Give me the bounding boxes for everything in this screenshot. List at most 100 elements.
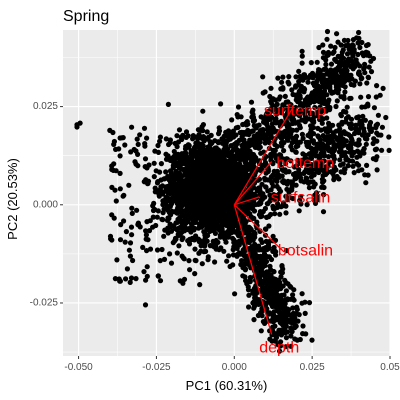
data-point (209, 207, 215, 213)
data-point (168, 171, 174, 177)
data-point (228, 150, 234, 156)
data-point (253, 125, 259, 131)
data-point (216, 125, 222, 131)
data-point (240, 121, 246, 128)
data-point (361, 150, 367, 156)
data-point (263, 226, 269, 232)
x-tick-label: -0.050 (64, 362, 93, 373)
data-point (109, 166, 115, 173)
data-point (282, 297, 288, 303)
data-point (133, 276, 139, 282)
data-point (286, 74, 292, 80)
data-point (323, 61, 329, 68)
data-point (332, 44, 338, 51)
data-point (143, 228, 149, 234)
data-point (322, 83, 328, 89)
data-point (233, 142, 239, 148)
data-point (370, 55, 377, 62)
data-point (188, 170, 194, 177)
data-point (273, 334, 280, 341)
data-point (195, 225, 202, 231)
data-point (232, 153, 238, 159)
data-point (309, 337, 315, 343)
data-point (293, 74, 299, 80)
data-point (367, 127, 373, 133)
data-point (250, 290, 256, 296)
data-point (163, 136, 169, 142)
data-point (271, 192, 277, 198)
loading-label-depth: depth (259, 339, 299, 356)
data-point (374, 83, 380, 89)
data-point (280, 200, 286, 206)
data-point (317, 91, 323, 98)
data-point (335, 90, 341, 96)
data-point (135, 163, 141, 169)
data-point (257, 192, 263, 198)
data-point (291, 164, 298, 170)
data-point (189, 207, 195, 213)
data-point (302, 310, 308, 316)
data-point (316, 155, 323, 161)
data-point (262, 140, 268, 146)
data-point (245, 127, 251, 133)
data-point (107, 127, 113, 133)
data-point (322, 145, 328, 151)
data-point (128, 224, 135, 230)
data-point (362, 61, 368, 67)
data-point (177, 156, 184, 162)
y-tick-label: 0.025 (33, 101, 58, 112)
data-point (290, 292, 296, 298)
data-point (176, 243, 182, 249)
data-point (249, 128, 255, 134)
data-point (279, 135, 285, 141)
data-point (251, 153, 257, 159)
data-point (343, 109, 349, 115)
data-point (169, 208, 175, 214)
data-point (213, 191, 220, 197)
data-point (163, 169, 169, 175)
data-point (181, 276, 188, 282)
data-point (288, 179, 294, 185)
chart-title: Spring (63, 8, 109, 25)
data-point (234, 148, 240, 154)
data-point (309, 163, 315, 169)
data-point (264, 121, 270, 127)
data-point (274, 143, 280, 149)
x-tick-label: 0.000 (222, 362, 247, 373)
x-tick-label: -0.025 (142, 362, 171, 373)
data-point (342, 89, 348, 95)
data-point (352, 78, 358, 84)
data-point (293, 139, 300, 145)
data-point (257, 267, 263, 273)
data-point (203, 156, 209, 163)
data-point (266, 127, 272, 133)
data-point (217, 151, 223, 157)
data-point (285, 99, 291, 105)
data-point (270, 147, 276, 153)
data-point (111, 138, 117, 145)
data-point (337, 157, 343, 163)
data-point (307, 110, 313, 116)
data-point (338, 53, 345, 59)
data-point (172, 174, 178, 180)
data-point (333, 58, 340, 64)
x-axis-title: PC1 (60.31%) (186, 378, 268, 393)
data-point (302, 152, 309, 158)
data-point (184, 154, 191, 160)
data-point (176, 190, 182, 196)
data-point (358, 94, 364, 100)
data-point (363, 180, 369, 186)
data-point (270, 294, 276, 300)
data-point (348, 125, 354, 131)
data-point (129, 205, 135, 211)
loading-label-botsalin: botsalin (278, 242, 333, 259)
data-point (241, 164, 247, 170)
data-point (302, 299, 308, 305)
data-point (197, 282, 203, 288)
data-point (356, 70, 362, 76)
data-point (247, 247, 253, 253)
data-point (171, 148, 177, 155)
data-point (273, 252, 279, 258)
data-point (355, 51, 361, 58)
